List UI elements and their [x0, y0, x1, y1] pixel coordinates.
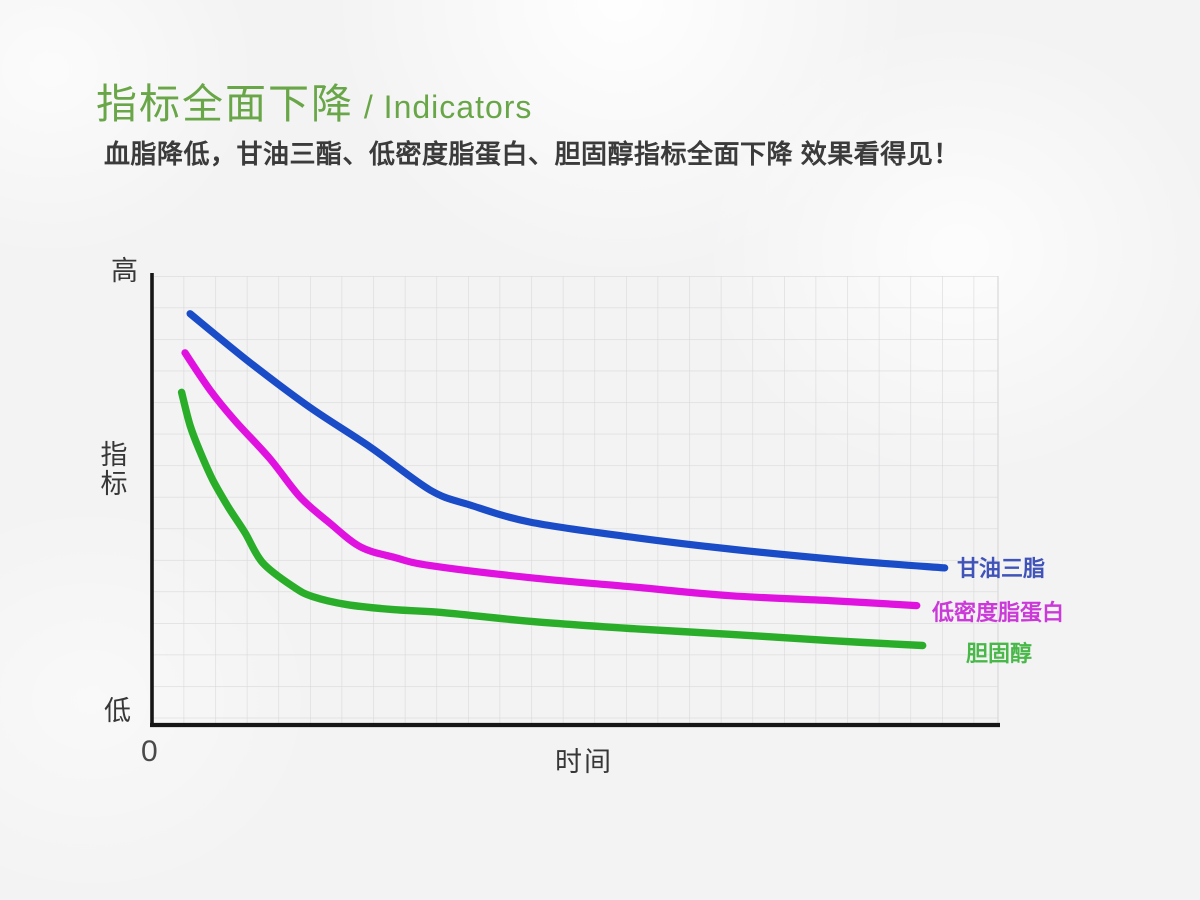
series-line-cholesterol — [177, 388, 927, 650]
legend-label-cholesterol: 胆固醇 — [966, 641, 1033, 666]
y-axis-high-label: 高 — [111, 256, 138, 286]
section-title-en: / Indicators — [354, 89, 533, 125]
section-subtitle: 血脂降低，甘油三酯、低密度脂蛋白、胆固醇指标全面下降 效果看得见！ — [104, 139, 960, 169]
x-axis-title: 时间 — [555, 747, 613, 777]
indicator-chart-svg — [150, 273, 1000, 728]
chart-grid — [152, 276, 998, 725]
section-title-cn: 指标全面下降 — [96, 81, 354, 127]
legend-label-triglyceride: 甘油三脂 — [957, 556, 1046, 581]
legend-label-ldl: 低密度脂蛋白 — [932, 600, 1065, 625]
y-axis-title: 指标 — [100, 440, 128, 499]
series-line-triglyceride — [186, 310, 949, 572]
y-axis-low-label: 低 — [104, 696, 131, 726]
background-glow — [0, 0, 260, 260]
origin-label: 0 — [141, 735, 158, 768]
section-title: 指标全面下降 / Indicators — [96, 70, 532, 130]
series-line-ldl — [181, 349, 921, 610]
